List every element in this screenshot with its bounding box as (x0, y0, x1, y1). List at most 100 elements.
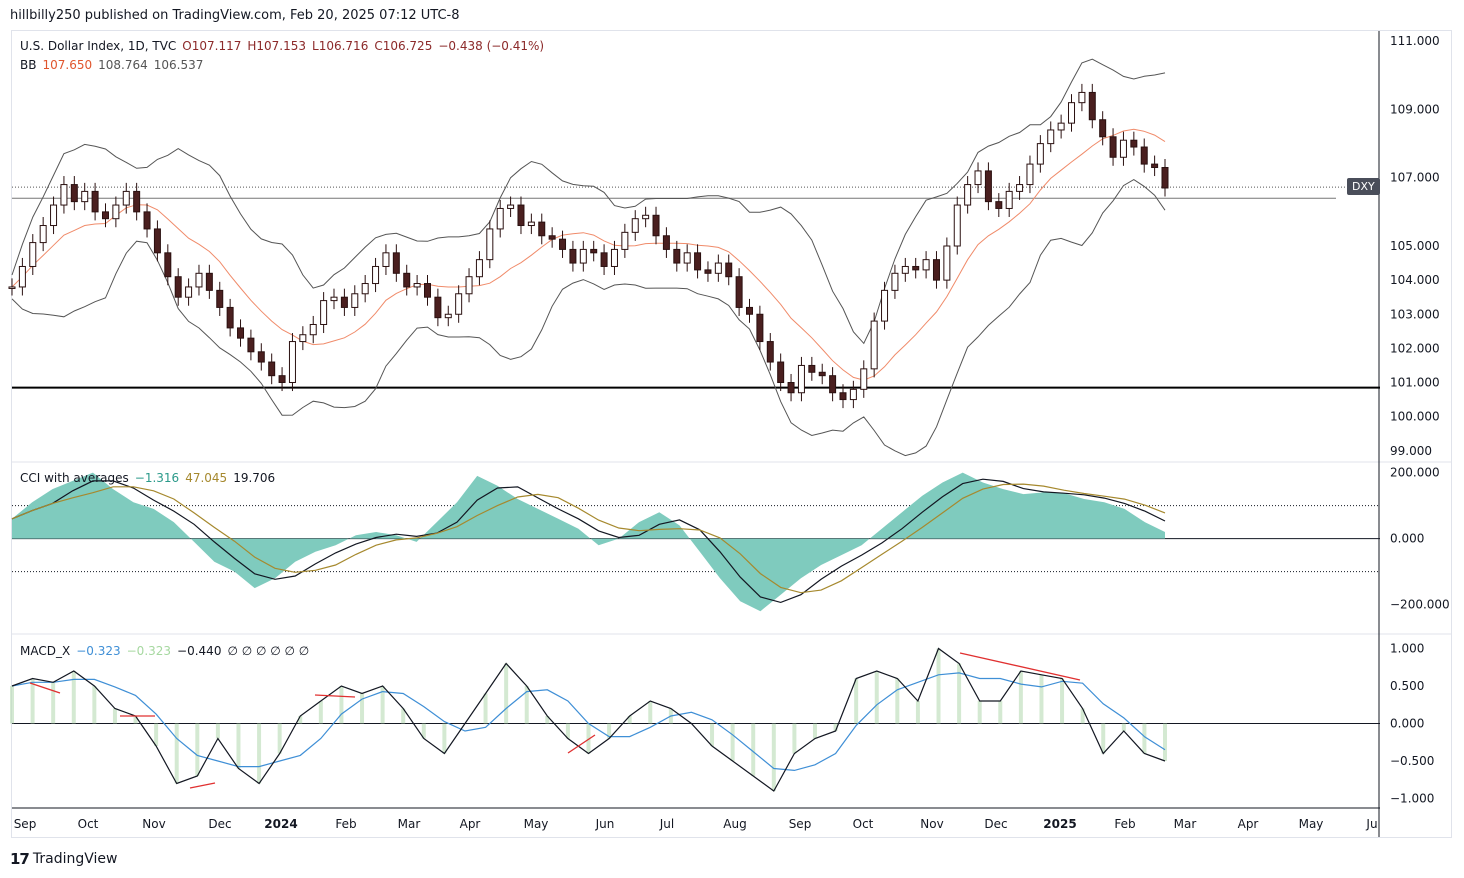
candle (1151, 155, 1159, 177)
bb-upper-value: 108.764 (98, 58, 148, 72)
candle (1005, 182, 1013, 217)
candle (237, 319, 245, 347)
candle (299, 326, 307, 351)
candle-body (818, 371, 826, 377)
candle-body (517, 204, 525, 227)
candle-body (164, 252, 172, 278)
candle (642, 206, 650, 228)
candle (912, 257, 920, 279)
candle-body (974, 170, 982, 186)
candle-body (1005, 190, 1013, 209)
candle-body (122, 190, 130, 206)
signal-value: −0.323 (126, 644, 172, 658)
candle (1068, 94, 1076, 132)
candle-body (444, 313, 452, 319)
candle (133, 182, 141, 221)
candle (631, 210, 639, 241)
candle-body (507, 204, 515, 209)
candle-body (39, 225, 47, 244)
candle (922, 251, 930, 279)
candle-body (257, 351, 265, 363)
candle (756, 305, 764, 351)
candle (444, 305, 452, 327)
candle-body (881, 289, 889, 322)
candle (361, 275, 369, 303)
candle (1047, 121, 1055, 153)
footer-brand: 17 TradingView (10, 850, 117, 868)
candle-body (953, 204, 961, 247)
cci-value: −1.316 (134, 471, 180, 485)
candle-body (683, 252, 691, 264)
candle-body (153, 228, 161, 254)
candle-body (309, 323, 317, 336)
candle-body (1088, 91, 1096, 121)
candle (559, 230, 567, 258)
candle-body (1140, 146, 1148, 165)
time-tick-label: Apr (460, 817, 481, 831)
cci-legend: CCI with averages −1.316 47.045 19.706 (20, 471, 281, 485)
price-tick-label: 103.000 (1390, 307, 1440, 321)
candle-body (174, 276, 182, 298)
candle-body (1109, 136, 1117, 158)
candle-body (829, 375, 837, 394)
candle (455, 285, 463, 323)
price-tick-label: 109.000 (1390, 102, 1440, 116)
candle-body (891, 272, 899, 291)
bb-upper-band (11, 58, 1166, 345)
candle (164, 244, 172, 286)
candle (943, 237, 951, 289)
candle-body (652, 214, 660, 237)
candle-body (1119, 139, 1127, 158)
candle (330, 288, 338, 310)
candle (683, 244, 691, 272)
candle-body (320, 300, 328, 325)
candle (662, 227, 670, 258)
candle (901, 257, 909, 282)
candle (881, 281, 889, 330)
macd-legend: MACD_X −0.323 −0.323 −0.440 ∅ ∅ ∅ ∅ ∅ ∅ (20, 644, 315, 658)
candle-body (185, 286, 193, 298)
macd-line (11, 647, 1166, 792)
candle (714, 254, 722, 282)
candle-body (496, 207, 504, 230)
candle (735, 268, 743, 316)
candle (590, 240, 598, 262)
candle-body (870, 320, 878, 370)
candle (257, 343, 265, 371)
candle (538, 213, 546, 245)
candle-body (1047, 129, 1055, 145)
candle (372, 257, 380, 293)
candle-body (29, 242, 37, 267)
ohlc-open: O107.117 (182, 39, 242, 53)
candle-body (548, 235, 556, 240)
price-tick-label: 104.000 (1390, 273, 1440, 287)
candle-body (340, 296, 348, 308)
candle-body (1026, 163, 1034, 186)
candle (932, 251, 940, 289)
candle (610, 240, 618, 276)
macd-tick-label: 0.500 (1390, 679, 1424, 693)
candle-body (662, 235, 670, 250)
chart-frame (11, 30, 1452, 838)
candle-body (1130, 139, 1138, 148)
candle-body (538, 221, 546, 237)
candle-body (808, 364, 816, 373)
candle-body (787, 382, 795, 394)
cci-area (12, 472, 1165, 612)
candle (1130, 131, 1138, 156)
time-tick-label: Sep (14, 817, 37, 831)
macd-tick-label: 1.000 (1390, 642, 1424, 656)
candle-body (777, 361, 785, 384)
ohlc-low: L106.716 (312, 39, 369, 53)
candle-body (18, 265, 26, 288)
candle-body (361, 283, 369, 295)
time-tick-label: May (1299, 817, 1324, 831)
candle (600, 244, 608, 276)
candle (268, 353, 276, 385)
bb-label: BB (20, 58, 37, 72)
candle-body (984, 170, 992, 203)
time-tick-label: Dec (208, 817, 231, 831)
candle-body (600, 252, 608, 267)
candle (29, 234, 37, 276)
